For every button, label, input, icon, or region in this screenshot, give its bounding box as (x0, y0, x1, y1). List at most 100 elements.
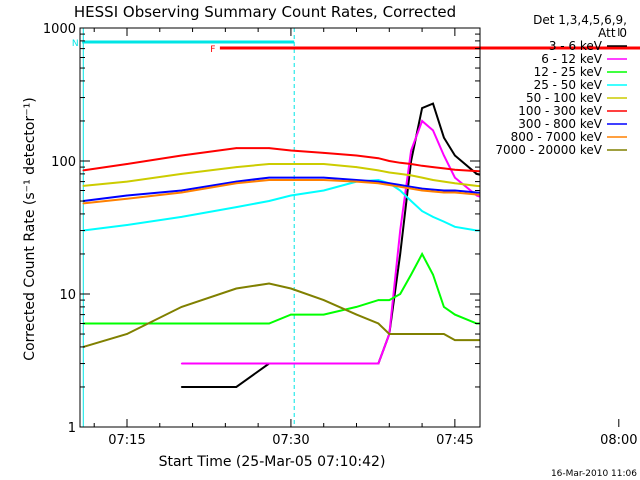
flag-label-F: F (210, 45, 215, 55)
data-point-6-10 (399, 184, 402, 186)
data-point-7-3 (235, 182, 238, 185)
data-point-3-11 (410, 200, 412, 202)
data-point-1-15 (454, 176, 456, 179)
x-tick-label-1: 07:30 (272, 433, 309, 448)
x-axis-label: Start Time (25-Mar-05 07:10:42) (159, 454, 386, 470)
legend-label-6: 300 - 800 keV (518, 117, 602, 131)
data-point-7-15 (454, 191, 456, 194)
data-point-5-17 (509, 172, 511, 174)
data-point-1-18 (563, 221, 565, 223)
data-point-7-14 (443, 191, 445, 194)
data-point-6-16 (475, 191, 478, 194)
data-point-8-1 (126, 333, 128, 335)
data-point-8-11 (410, 333, 412, 335)
data-point-0-13 (432, 102, 434, 105)
data-point-7-2 (180, 191, 183, 194)
data-point-5-13 (432, 166, 434, 168)
data-point-4-9 (388, 171, 391, 174)
data-point-1-8 (377, 362, 380, 365)
series-8 (82, 282, 620, 348)
data-point-7-10 (399, 185, 402, 188)
data-point-3-1 (126, 224, 128, 226)
data-point-3-8 (377, 179, 380, 181)
data-point-1-2 (180, 362, 183, 365)
data-point-6-18 (563, 194, 565, 196)
data-point-0-19 (618, 206, 620, 208)
data-point-7-18 (563, 196, 565, 198)
data-point-0-2 (180, 386, 183, 388)
data-point-1-4 (268, 362, 270, 365)
data-point-6-15 (454, 189, 456, 192)
data-point-6-19 (618, 192, 620, 194)
data-point-0-15 (454, 154, 456, 157)
data-point-2-18 (563, 323, 565, 325)
data-point-4-0 (82, 185, 85, 187)
data-point-7-13 (432, 190, 434, 193)
data-point-2-8 (377, 299, 380, 301)
data-point-4-1 (126, 180, 128, 183)
data-point-8-6 (322, 299, 325, 301)
data-point-8-19 (618, 323, 620, 325)
data-point-4-4 (268, 163, 270, 165)
data-point-0-17 (509, 181, 511, 183)
data-point-2-17 (509, 323, 511, 325)
data-point-7-7 (355, 180, 358, 183)
data-point-5-16 (475, 170, 478, 172)
data-point-8-8 (377, 322, 380, 325)
data-point-2-6 (322, 313, 325, 316)
data-point-4-10 (399, 173, 402, 175)
data-point-6-14 (443, 189, 445, 192)
data-point-7-17 (509, 195, 511, 197)
series-line-1 (181, 119, 480, 365)
data-point-5-3 (235, 147, 238, 149)
data-point-3-13 (432, 216, 434, 218)
data-point-2-19 (618, 323, 620, 325)
data-point-5-8 (377, 157, 380, 159)
data-point-6-17 (509, 193, 511, 195)
data-point-4-18 (563, 188, 565, 190)
legend-label-7: 800 - 7000 keV (511, 130, 603, 144)
series-5 (82, 147, 511, 174)
data-point-3-6 (322, 189, 325, 192)
data-point-4-5 (290, 163, 292, 165)
data-point-2-13 (432, 273, 434, 276)
legend-label-2: 12 - 25 keV (534, 65, 603, 79)
data-point-8-17 (509, 339, 511, 341)
data-point-3-5 (290, 194, 292, 197)
data-point-5-5 (290, 149, 292, 152)
data-point-2-4 (268, 322, 270, 325)
data-point-5-11 (410, 163, 412, 165)
legend-label-8: 7000 - 20000 keV (495, 143, 602, 157)
data-point-6-9 (388, 182, 391, 185)
data-point-3-18 (563, 230, 565, 232)
data-point-3-10 (399, 189, 402, 192)
data-point-3-17 (509, 230, 511, 232)
data-point-1-19 (618, 234, 620, 236)
data-point-2-10 (399, 293, 402, 295)
data-point-2-3 (235, 322, 238, 325)
data-point-8-13 (432, 333, 434, 335)
chart-title: HESSI Observing Summary Count Rates, Cor… (74, 3, 456, 21)
data-point-8-9 (388, 333, 391, 335)
data-point-1-11 (410, 149, 412, 152)
data-point-4-17 (509, 187, 511, 189)
data-point-6-7 (355, 179, 358, 181)
data-point-6-1 (126, 194, 128, 197)
data-point-5-10 (399, 161, 402, 164)
legend-label-5: 100 - 300 keV (518, 104, 602, 118)
data-point-7-11 (410, 187, 412, 190)
data-point-8-5 (290, 287, 292, 290)
data-point-5-0 (82, 169, 85, 172)
data-point-5-1 (126, 163, 128, 165)
data-point-8-7 (355, 313, 358, 316)
data-point-2-15 (454, 313, 456, 316)
series-line-7 (83, 179, 480, 205)
data-point-6-12 (421, 187, 423, 190)
axes: 07:1507:3007:4508:0008:1508:3008:4511010… (43, 22, 638, 448)
legend-label-1: 6 - 12 keV (541, 52, 603, 66)
y-tick-label-0: 1 (68, 421, 76, 436)
data-point-3-14 (443, 220, 445, 223)
data-point-1-13 (432, 129, 434, 132)
data-point-2-9 (388, 299, 391, 301)
